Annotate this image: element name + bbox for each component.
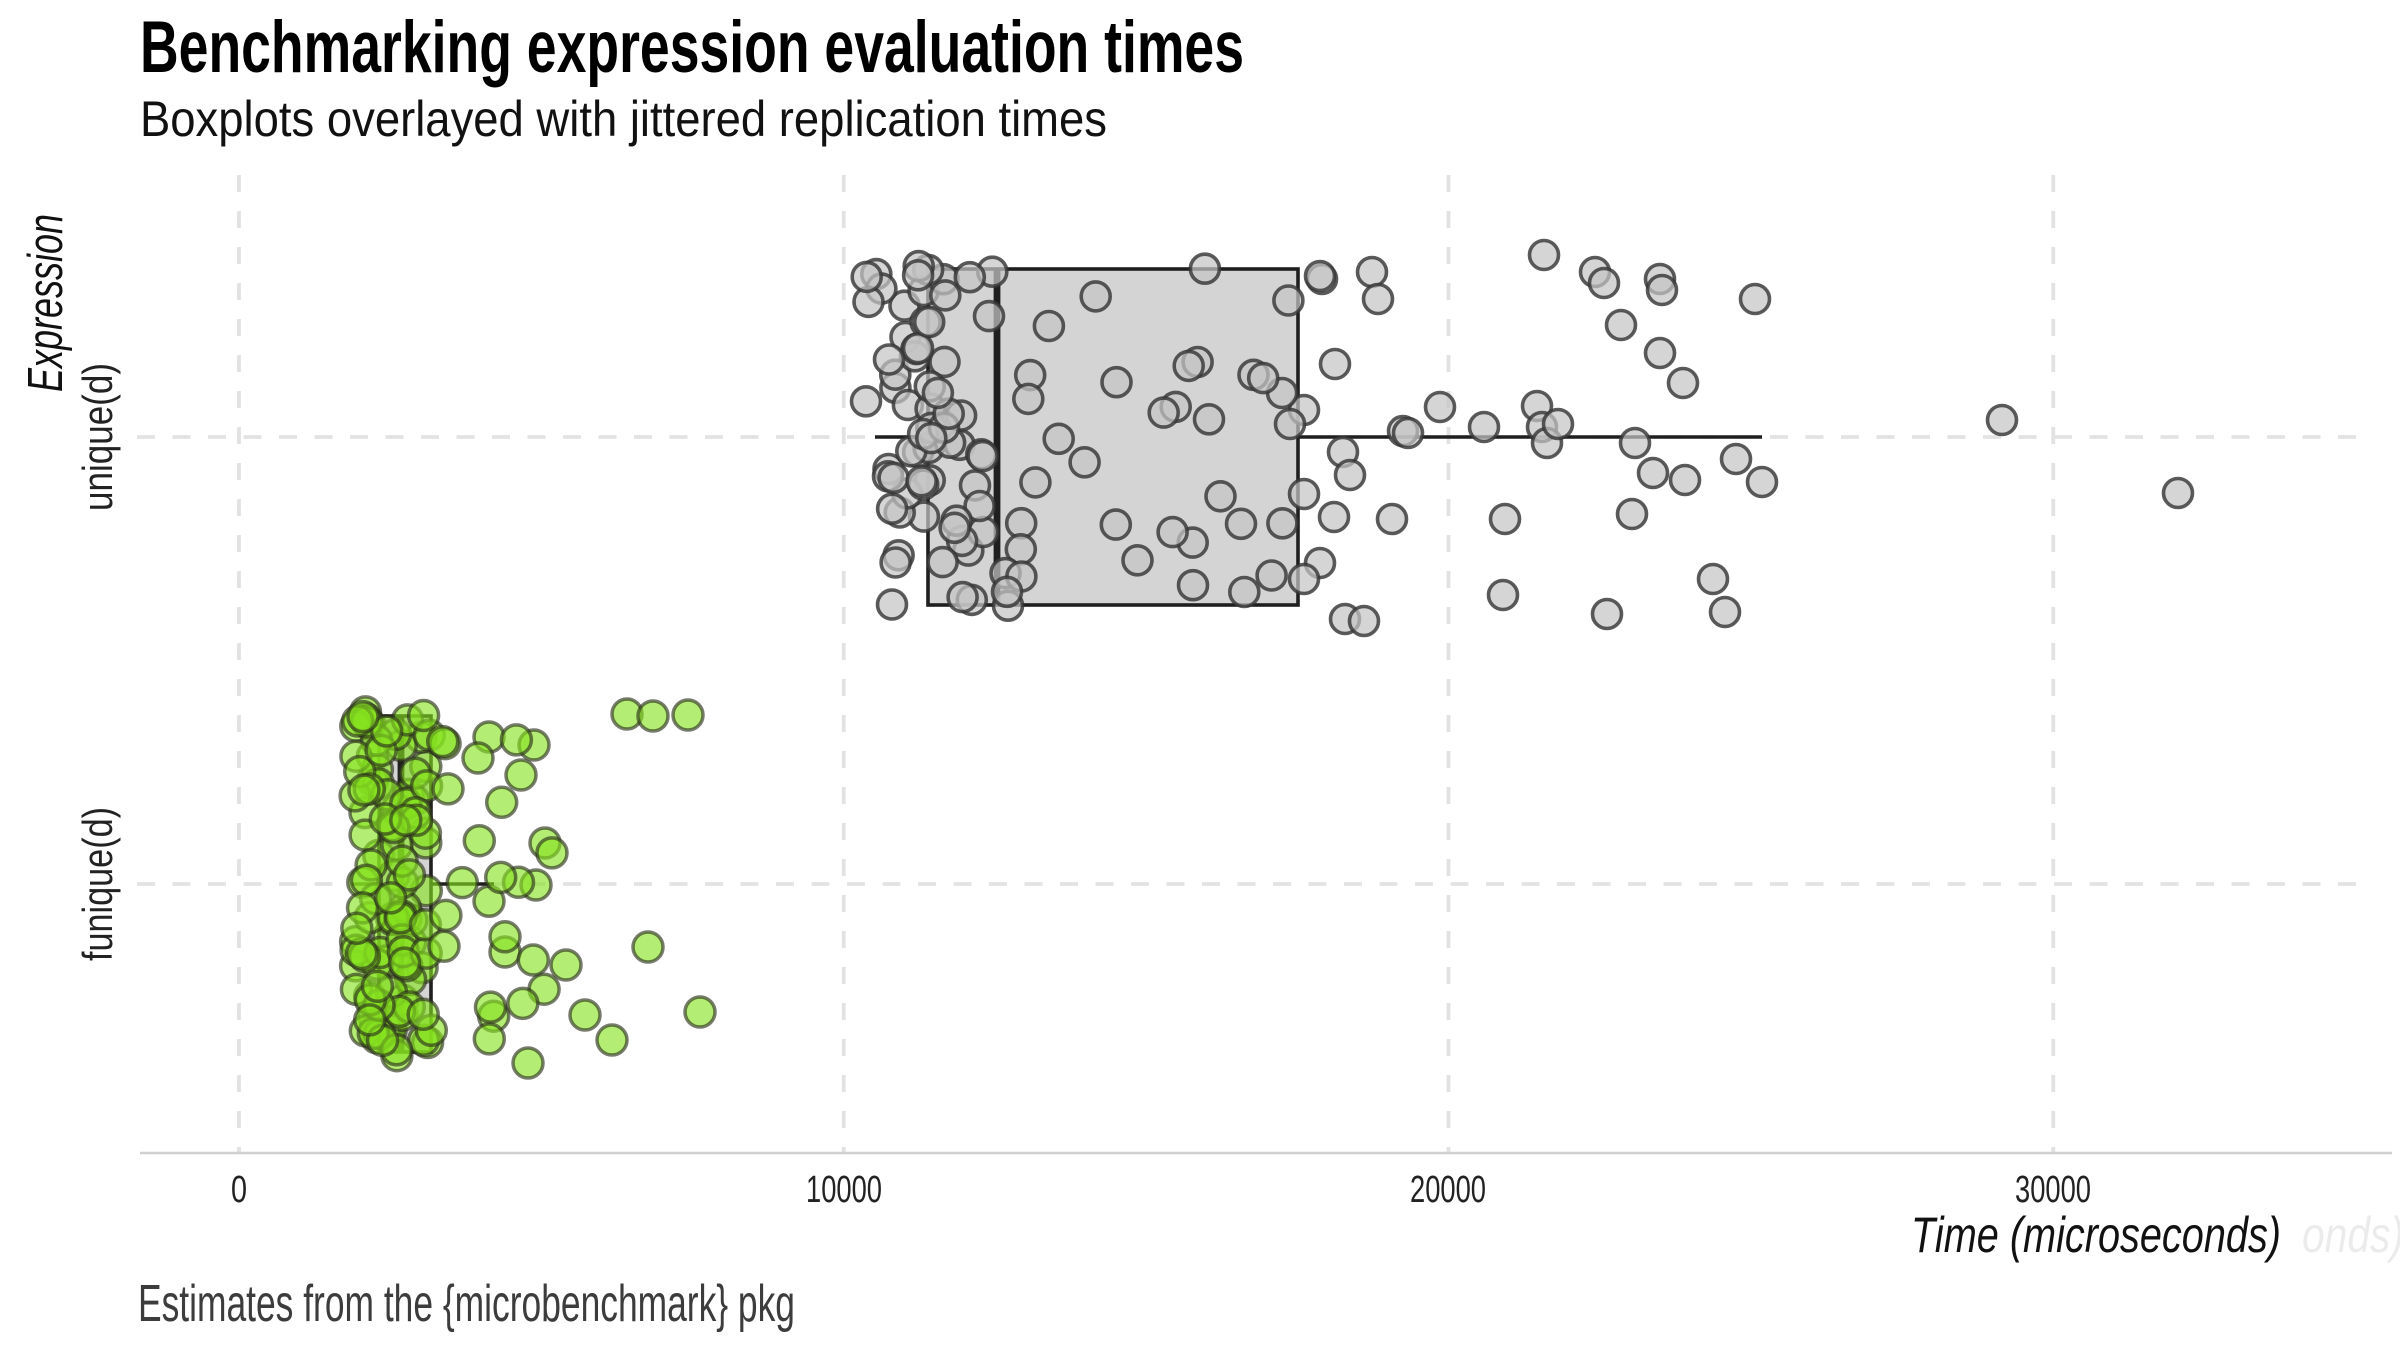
svg-text:funique(d): funique(d) (74, 807, 121, 961)
svg-text:unique(d): unique(d) (74, 363, 121, 511)
svg-text:20000: 20000 (1410, 1169, 1486, 1211)
svg-text:Benchmarking expression evalua: Benchmarking expression evaluation times (140, 7, 1244, 88)
svg-text:10000: 10000 (806, 1169, 882, 1211)
svg-text:onds): onds) (2302, 1207, 2400, 1263)
svg-text:Time (microseconds): Time (microseconds) (1911, 1207, 2281, 1263)
svg-text:Expression: Expression (19, 214, 73, 392)
svg-text:Boxplots overlayed with jitter: Boxplots overlayed with jittered replica… (140, 91, 1107, 147)
svg-text:30000: 30000 (2015, 1169, 2091, 1211)
svg-text:0: 0 (231, 1169, 247, 1211)
svg-text:Estimates from the {microbench: Estimates from the {microbenchmark} pkg (138, 1275, 795, 1333)
